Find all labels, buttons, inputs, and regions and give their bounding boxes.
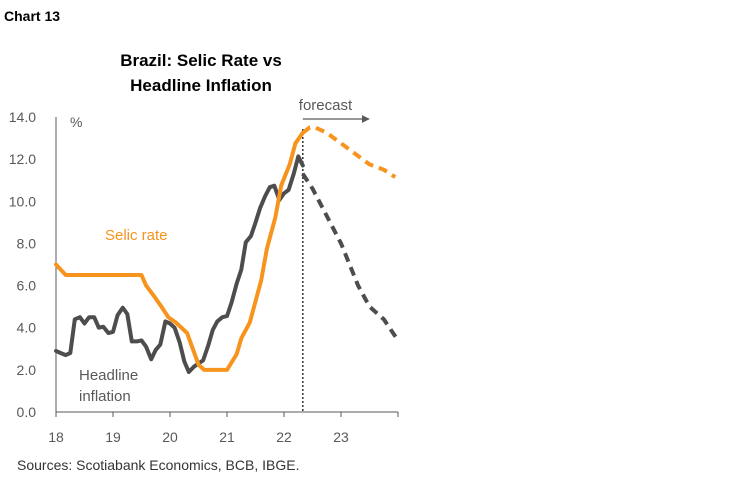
x-tick-label: 20 — [162, 429, 178, 445]
chart-title-line-1: Brazil: Selic Rate vs — [120, 51, 282, 70]
selic-rate-forecast-line — [301, 125, 397, 179]
y-tick-label: 2.0 — [17, 362, 37, 378]
y-axis-label: % — [70, 114, 82, 130]
x-tick-label: 23 — [333, 429, 349, 445]
selic-rate-line — [54, 130, 305, 372]
headline-inflation-line — [54, 154, 305, 374]
y-tick-label: 14.0 — [9, 109, 36, 125]
x-tick-label: 19 — [105, 429, 121, 445]
x-tick-label: 22 — [276, 429, 292, 445]
inflation-series-label-line-2: inflation — [79, 388, 131, 405]
y-tick-label: 10.0 — [9, 193, 36, 209]
headline-inflation-forecast-line — [301, 172, 400, 342]
x-tick-label: 18 — [48, 429, 64, 445]
source-note: Sources: Scotiabank Economics, BCB, IBGE… — [17, 457, 300, 473]
forecast-label: forecast — [299, 97, 353, 114]
y-tick-label: 12.0 — [9, 151, 36, 167]
y-tick-label: 8.0 — [17, 235, 37, 251]
inflation-series-label-line-1: Headline — [79, 367, 138, 384]
x-tick-label: 21 — [219, 429, 235, 445]
y-tick-label: 6.0 — [17, 278, 37, 294]
y-tick-label: 4.0 — [17, 320, 37, 336]
chart-header-label: Chart 13 — [4, 8, 61, 24]
y-tick-label: 0.0 — [17, 404, 37, 420]
selic-series-label: Selic rate — [105, 227, 168, 244]
chart-title-line-2: Headline Inflation — [130, 76, 272, 95]
